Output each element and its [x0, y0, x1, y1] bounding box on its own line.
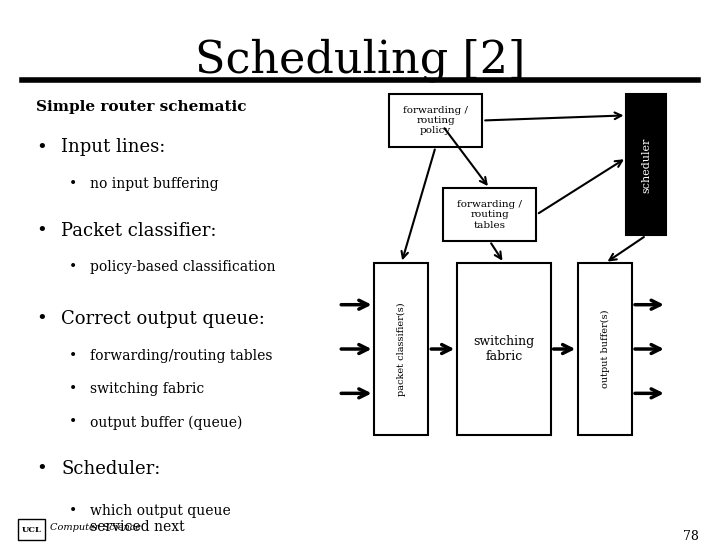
Text: •: •	[36, 138, 47, 156]
Text: •: •	[68, 177, 76, 191]
Text: Simple router schematic: Simple router schematic	[36, 100, 246, 114]
Text: Packet classifier:: Packet classifier:	[61, 222, 217, 239]
Bar	[457, 263, 551, 435]
Text: •: •	[36, 460, 47, 478]
Text: •: •	[36, 310, 47, 328]
Text: forwarding/routing tables: forwarding/routing tables	[90, 349, 272, 363]
Bar	[443, 188, 536, 241]
Bar	[18, 519, 45, 540]
Text: UCL: UCL	[22, 526, 42, 534]
Text: •: •	[68, 504, 76, 518]
Text: •: •	[68, 416, 76, 429]
Text: Correct output queue:: Correct output queue:	[61, 310, 265, 328]
Text: output buffer (queue): output buffer (queue)	[90, 416, 243, 430]
Text: scheduler: scheduler	[642, 137, 651, 192]
Text: Scheduler:: Scheduler:	[61, 460, 161, 478]
Bar	[389, 94, 482, 147]
Text: packet classifier(s): packet classifier(s)	[397, 302, 406, 396]
Text: Scheduling [2]: Scheduling [2]	[195, 39, 525, 83]
Bar	[374, 263, 428, 435]
Text: Computer Science: Computer Science	[50, 523, 141, 532]
Text: switching
fabric: switching fabric	[473, 335, 535, 363]
Text: output buffer(s): output buffer(s)	[600, 310, 610, 388]
Text: 78: 78	[683, 530, 698, 543]
Text: Input lines:: Input lines:	[61, 138, 166, 156]
Text: no input buffering: no input buffering	[90, 177, 219, 191]
Text: which output queue
serviced next: which output queue serviced next	[90, 504, 230, 535]
Text: •: •	[36, 222, 47, 239]
Text: •: •	[68, 382, 76, 396]
Text: switching fabric: switching fabric	[90, 382, 204, 396]
Text: forwarding /
routing
policy: forwarding / routing policy	[403, 106, 468, 135]
Bar	[626, 94, 666, 235]
Text: forwarding /
routing
tables: forwarding / routing tables	[457, 200, 522, 229]
Text: policy-based classification: policy-based classification	[90, 260, 276, 274]
Bar	[578, 263, 632, 435]
Text: •: •	[68, 349, 76, 363]
Text: •: •	[68, 260, 76, 274]
